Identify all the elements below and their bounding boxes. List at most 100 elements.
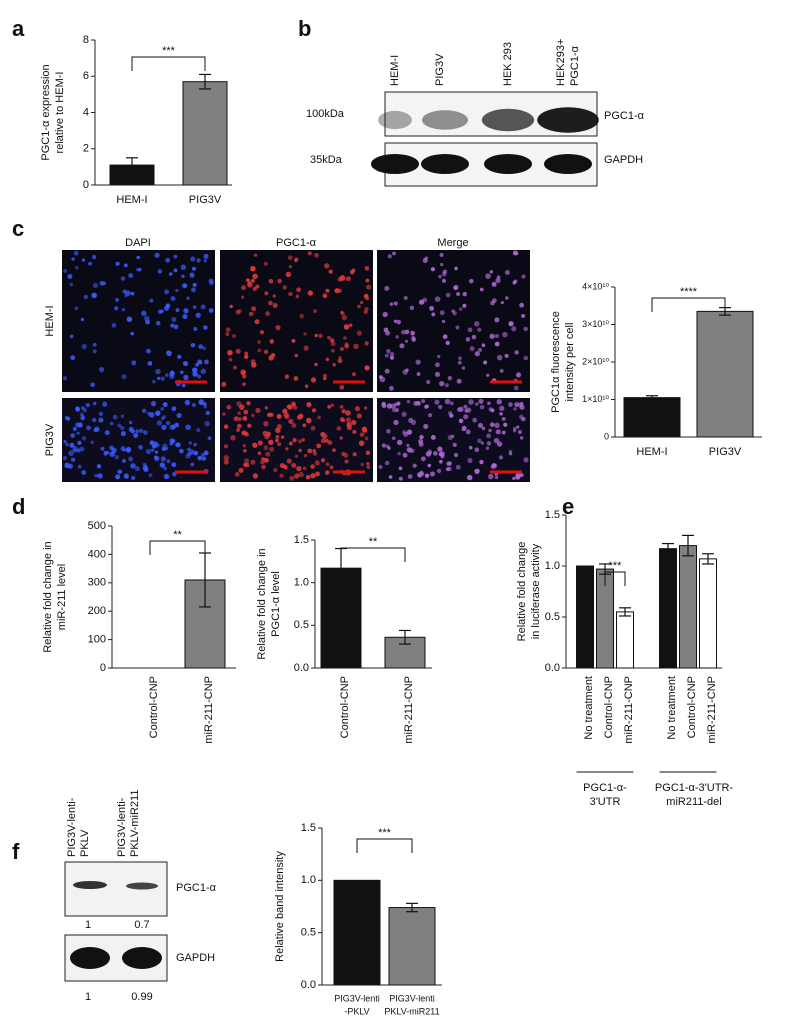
cell: [521, 313, 526, 318]
cell: [164, 289, 170, 295]
cell: [303, 345, 309, 351]
cell: [514, 350, 519, 355]
cell: [77, 440, 82, 445]
cell: [457, 360, 462, 365]
cell: [381, 443, 387, 448]
band: [421, 154, 469, 174]
cell: [243, 409, 249, 415]
cell: [121, 373, 127, 380]
cell: [395, 335, 399, 339]
significance-label: ***: [609, 560, 623, 572]
cell: [495, 429, 501, 435]
cell: [489, 333, 495, 339]
cell: [104, 430, 110, 436]
cell: [477, 422, 484, 428]
cell: [155, 410, 161, 416]
y-tick-label: 3×10¹⁰: [582, 319, 609, 329]
cell: [282, 285, 287, 290]
cell: [205, 410, 210, 416]
y-axis-label: Relative fold change: [516, 542, 528, 642]
cell: [407, 474, 413, 479]
cell: [171, 424, 176, 430]
y-tick-label: 0.5: [301, 927, 316, 939]
cell: [386, 349, 391, 354]
cell: [111, 322, 117, 328]
cell: [252, 473, 259, 479]
cell: [433, 451, 438, 456]
cell: [499, 412, 503, 416]
significance-bracket: [149, 540, 206, 555]
band-quantification: 0.7: [134, 919, 149, 931]
cell: [519, 302, 525, 308]
cell: [419, 434, 424, 440]
cell: [513, 279, 518, 284]
cell: [243, 448, 247, 453]
cell: [505, 296, 509, 300]
y-tick-label: 8: [83, 34, 89, 46]
lane-label: PIG3V: [434, 53, 446, 86]
cell: [344, 343, 350, 349]
y-axis-label: miR-211 level: [56, 564, 68, 630]
significance-label: **: [173, 529, 182, 541]
x-tick-label: PKLV-miR211: [384, 1006, 439, 1016]
cell: [336, 426, 342, 431]
x-tick-label: Control-CNP: [686, 676, 698, 738]
cell: [341, 418, 346, 422]
cell: [250, 265, 256, 272]
cell: [438, 274, 442, 279]
cell: [99, 367, 105, 373]
cell: [166, 459, 171, 464]
cell: [471, 334, 477, 340]
cell: [501, 417, 506, 421]
cell: [175, 288, 179, 293]
cell: [170, 296, 176, 302]
cell: [192, 282, 197, 288]
cell: [494, 341, 500, 347]
cell: [306, 417, 312, 424]
cell: [351, 419, 357, 426]
cell: [494, 317, 500, 323]
significance-label: ***: [162, 45, 176, 57]
y-tick-label: 2: [83, 143, 89, 155]
y-tick-label: 6: [83, 70, 89, 82]
cell: [489, 422, 495, 428]
y-tick-label: 1.0: [545, 560, 560, 572]
cell: [322, 293, 328, 299]
cell: [314, 362, 318, 367]
cell: [98, 411, 103, 416]
cell: [195, 312, 201, 318]
cell: [265, 451, 271, 457]
cell: [80, 416, 85, 421]
cell: [176, 412, 182, 419]
cell: [486, 373, 490, 378]
cell: [523, 326, 528, 332]
cell: [399, 343, 405, 349]
cell: [451, 309, 455, 313]
cell: [102, 401, 108, 407]
cell: [490, 300, 495, 306]
cell: [323, 377, 327, 381]
bar: [699, 558, 717, 669]
cell: [521, 416, 526, 422]
cell: [236, 401, 242, 407]
y-tick-label: 400: [88, 548, 106, 560]
cell: [412, 463, 417, 468]
cell: [191, 403, 196, 407]
cell: [165, 373, 169, 377]
band: [421, 110, 469, 130]
cell: [475, 402, 479, 406]
cell: [180, 370, 184, 375]
y-axis-label: Relative fold change in: [256, 548, 268, 659]
cell: [128, 420, 133, 425]
cell: [393, 419, 399, 426]
cell: [384, 285, 390, 291]
cell: [437, 446, 443, 452]
band-quantification: 0.99: [131, 991, 152, 1003]
y-tick-label: 4×10¹⁰: [582, 281, 609, 291]
cell: [491, 281, 497, 287]
cell: [187, 447, 191, 452]
cell: [181, 282, 188, 289]
cell: [521, 274, 526, 279]
cell: [266, 412, 272, 418]
cell: [508, 322, 513, 326]
